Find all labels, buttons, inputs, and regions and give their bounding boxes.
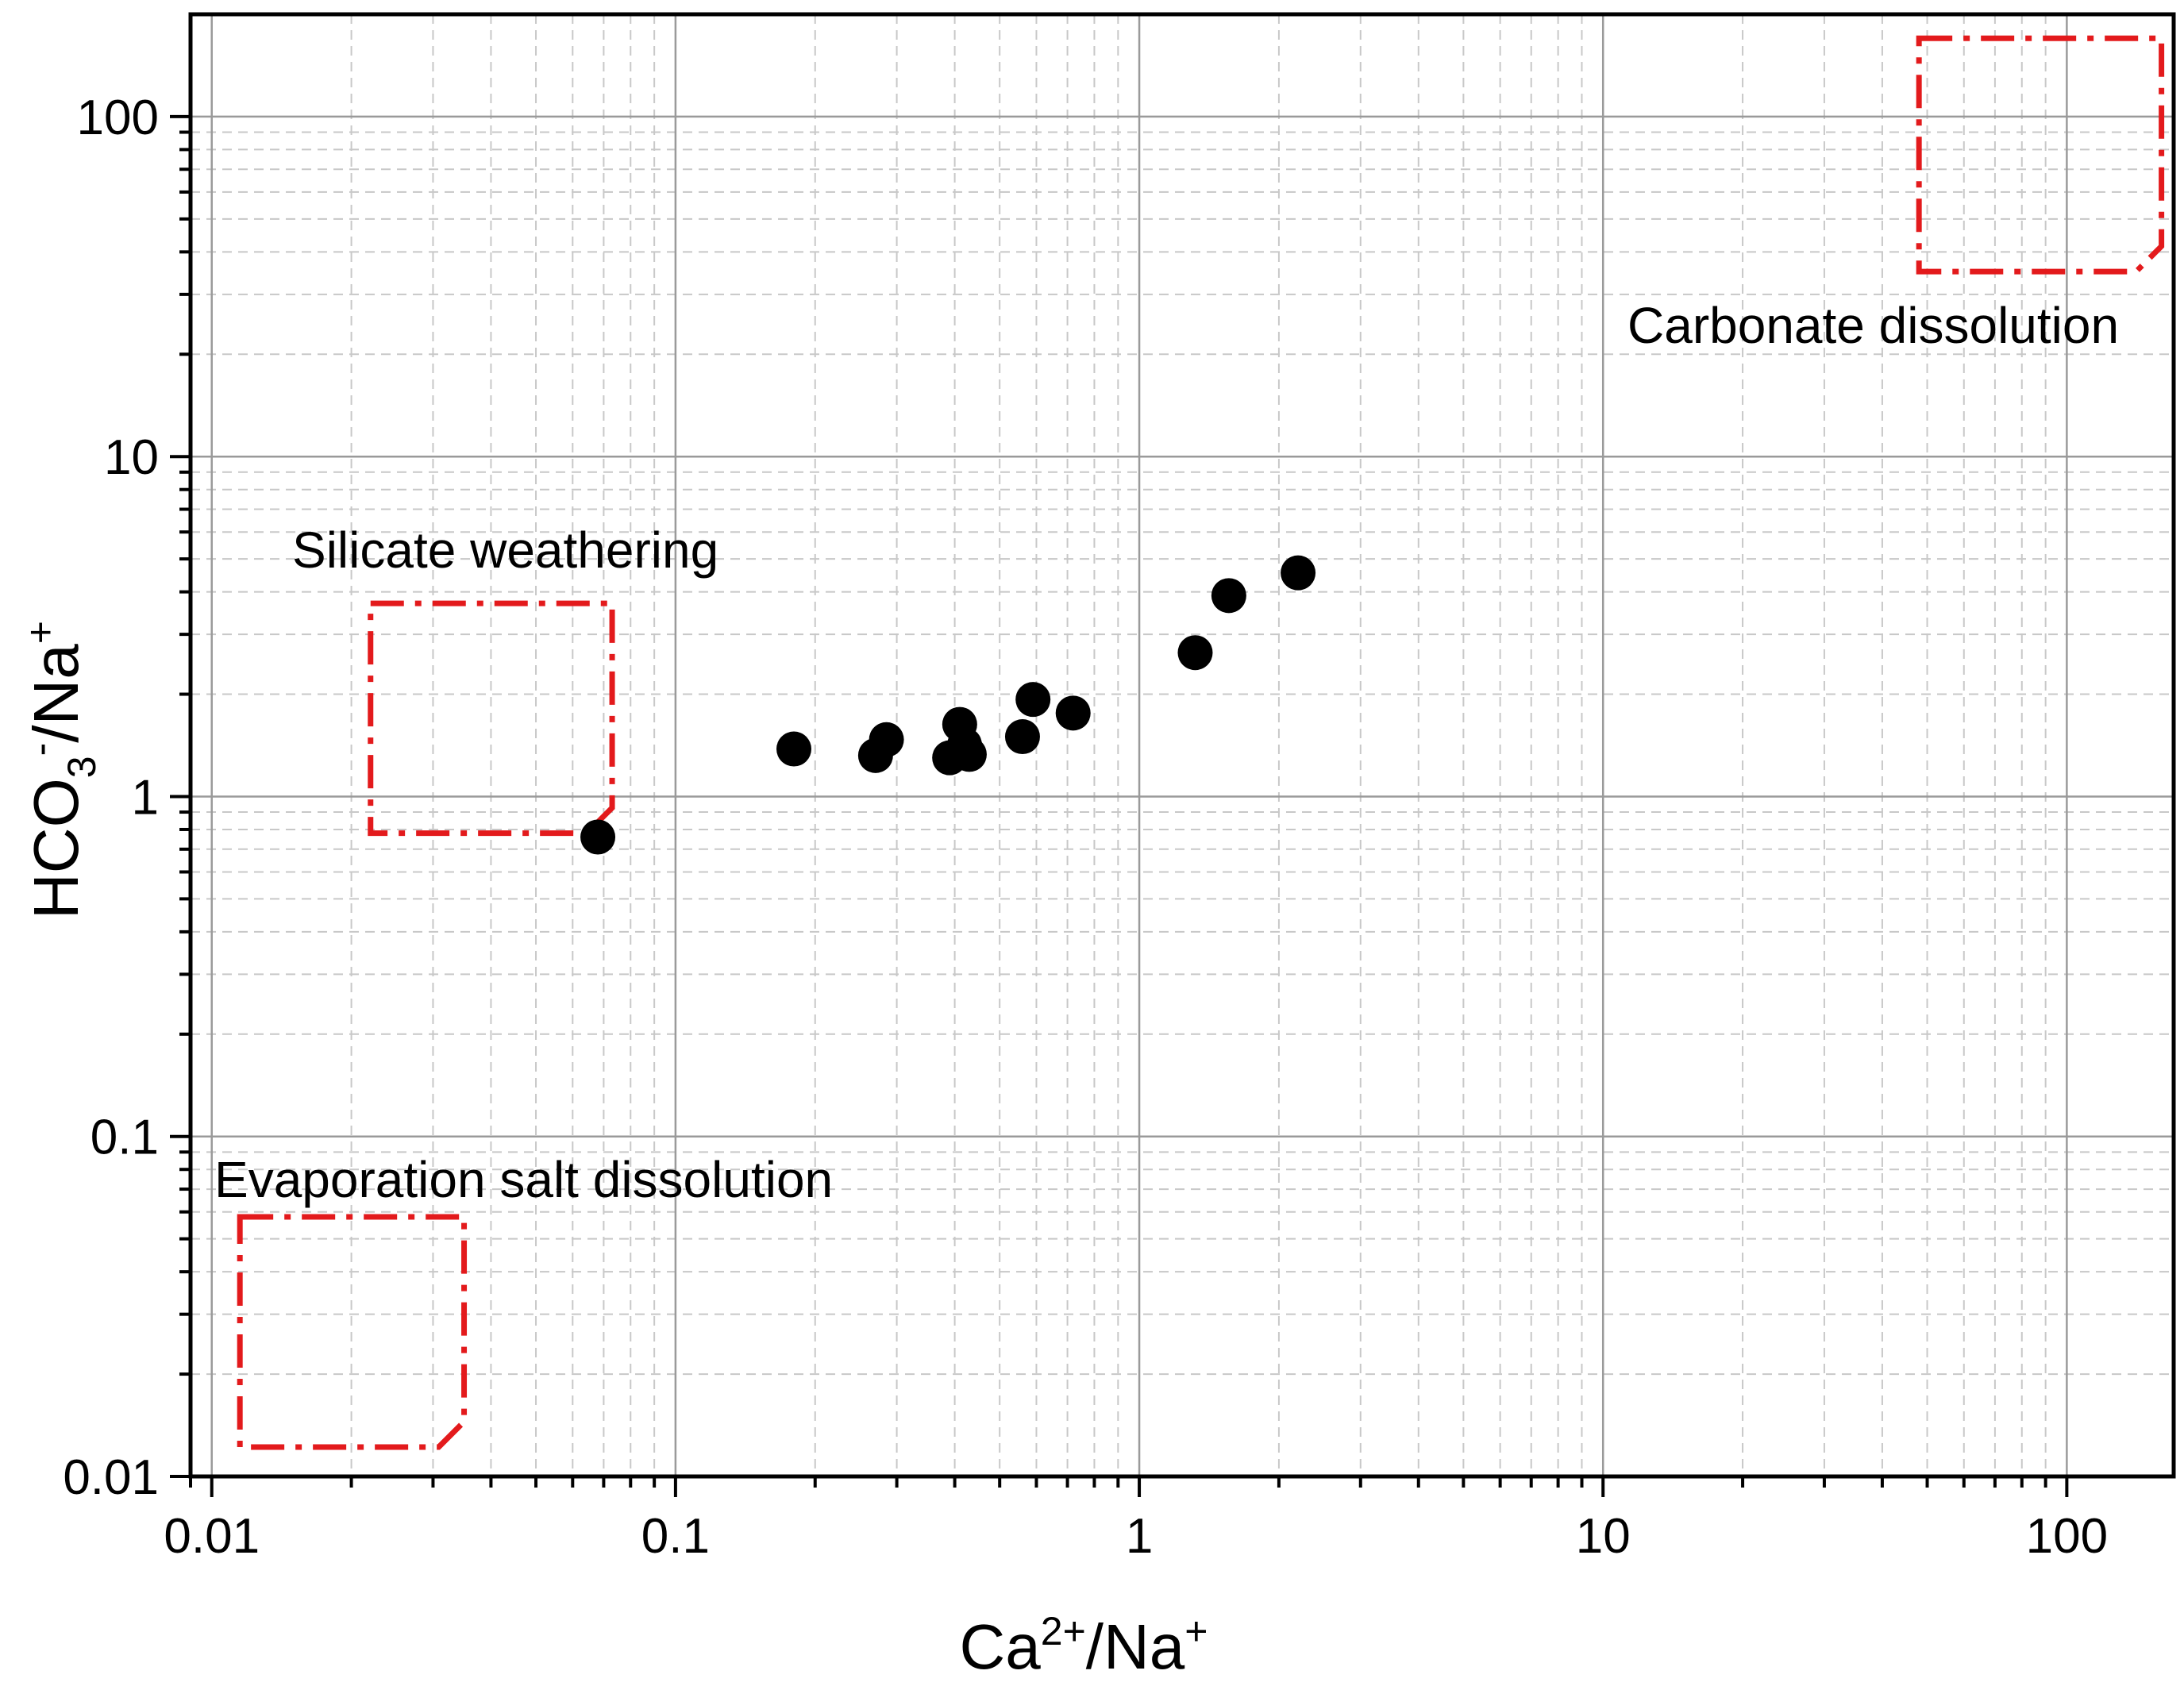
x-axis-title-mid: /Na [1086,1611,1185,1682]
x-axis-title-sup: 2+ [1041,1609,1086,1653]
annotation-carbonate-dissolution: Carbonate dissolution [1627,297,2119,354]
grid [190,14,2174,1478]
y-tick-label: 0.1 [91,1111,159,1165]
data-point [1015,682,1051,718]
y-axis-title-sup2: + [18,621,63,644]
annotation-silicate-weathering: Silicate weathering [292,522,718,579]
data-point [1211,578,1246,614]
x-tick-label: 0.1 [641,1509,710,1564]
tick-labels: 0.01 0.1 1 10 100 0.01 0.1 1 10 100 [63,90,2108,1564]
y-axis-title-base: HCO [21,778,91,919]
data-point [1055,695,1091,731]
x-tick-label: 10 [1576,1509,1631,1564]
y-axis-title-mid: /Na [21,644,91,743]
x-axis-title-sup2: + [1184,1609,1208,1653]
x-tick-label: 1 [1126,1509,1153,1564]
x-tick-label: 100 [2026,1509,2108,1564]
plot-frame [188,12,2176,1479]
data-point [1281,555,1316,591]
data-point [776,731,812,767]
data-point [951,737,987,772]
y-tick-label: 10 [104,430,159,485]
data-point [869,722,904,757]
y-axis-title: HCO3-/Na+ [18,621,104,919]
region-box [1916,35,2165,275]
annotation-evaporation-salt-dissolution: Evaporation salt dissolution [214,1151,833,1208]
x-axis-title-base: Ca [960,1611,1042,1682]
x-tick-label: 0.01 [164,1509,260,1564]
y-tick-label: 1 [132,770,159,825]
x-axis-title: Ca2+/Na+ [960,1609,1208,1682]
axis-ticks [170,114,2069,1497]
y-axis-title-sub: 3 [60,756,104,778]
data-point [1004,719,1040,755]
regions [237,35,2165,1450]
region-box [237,1214,468,1450]
y-axis-title-sup: - [18,743,63,756]
y-tick-label: 0.01 [63,1450,159,1505]
y-tick-label: 100 [77,90,159,145]
data-points [580,555,1316,855]
data-point [580,819,616,855]
data-point [1177,635,1213,671]
